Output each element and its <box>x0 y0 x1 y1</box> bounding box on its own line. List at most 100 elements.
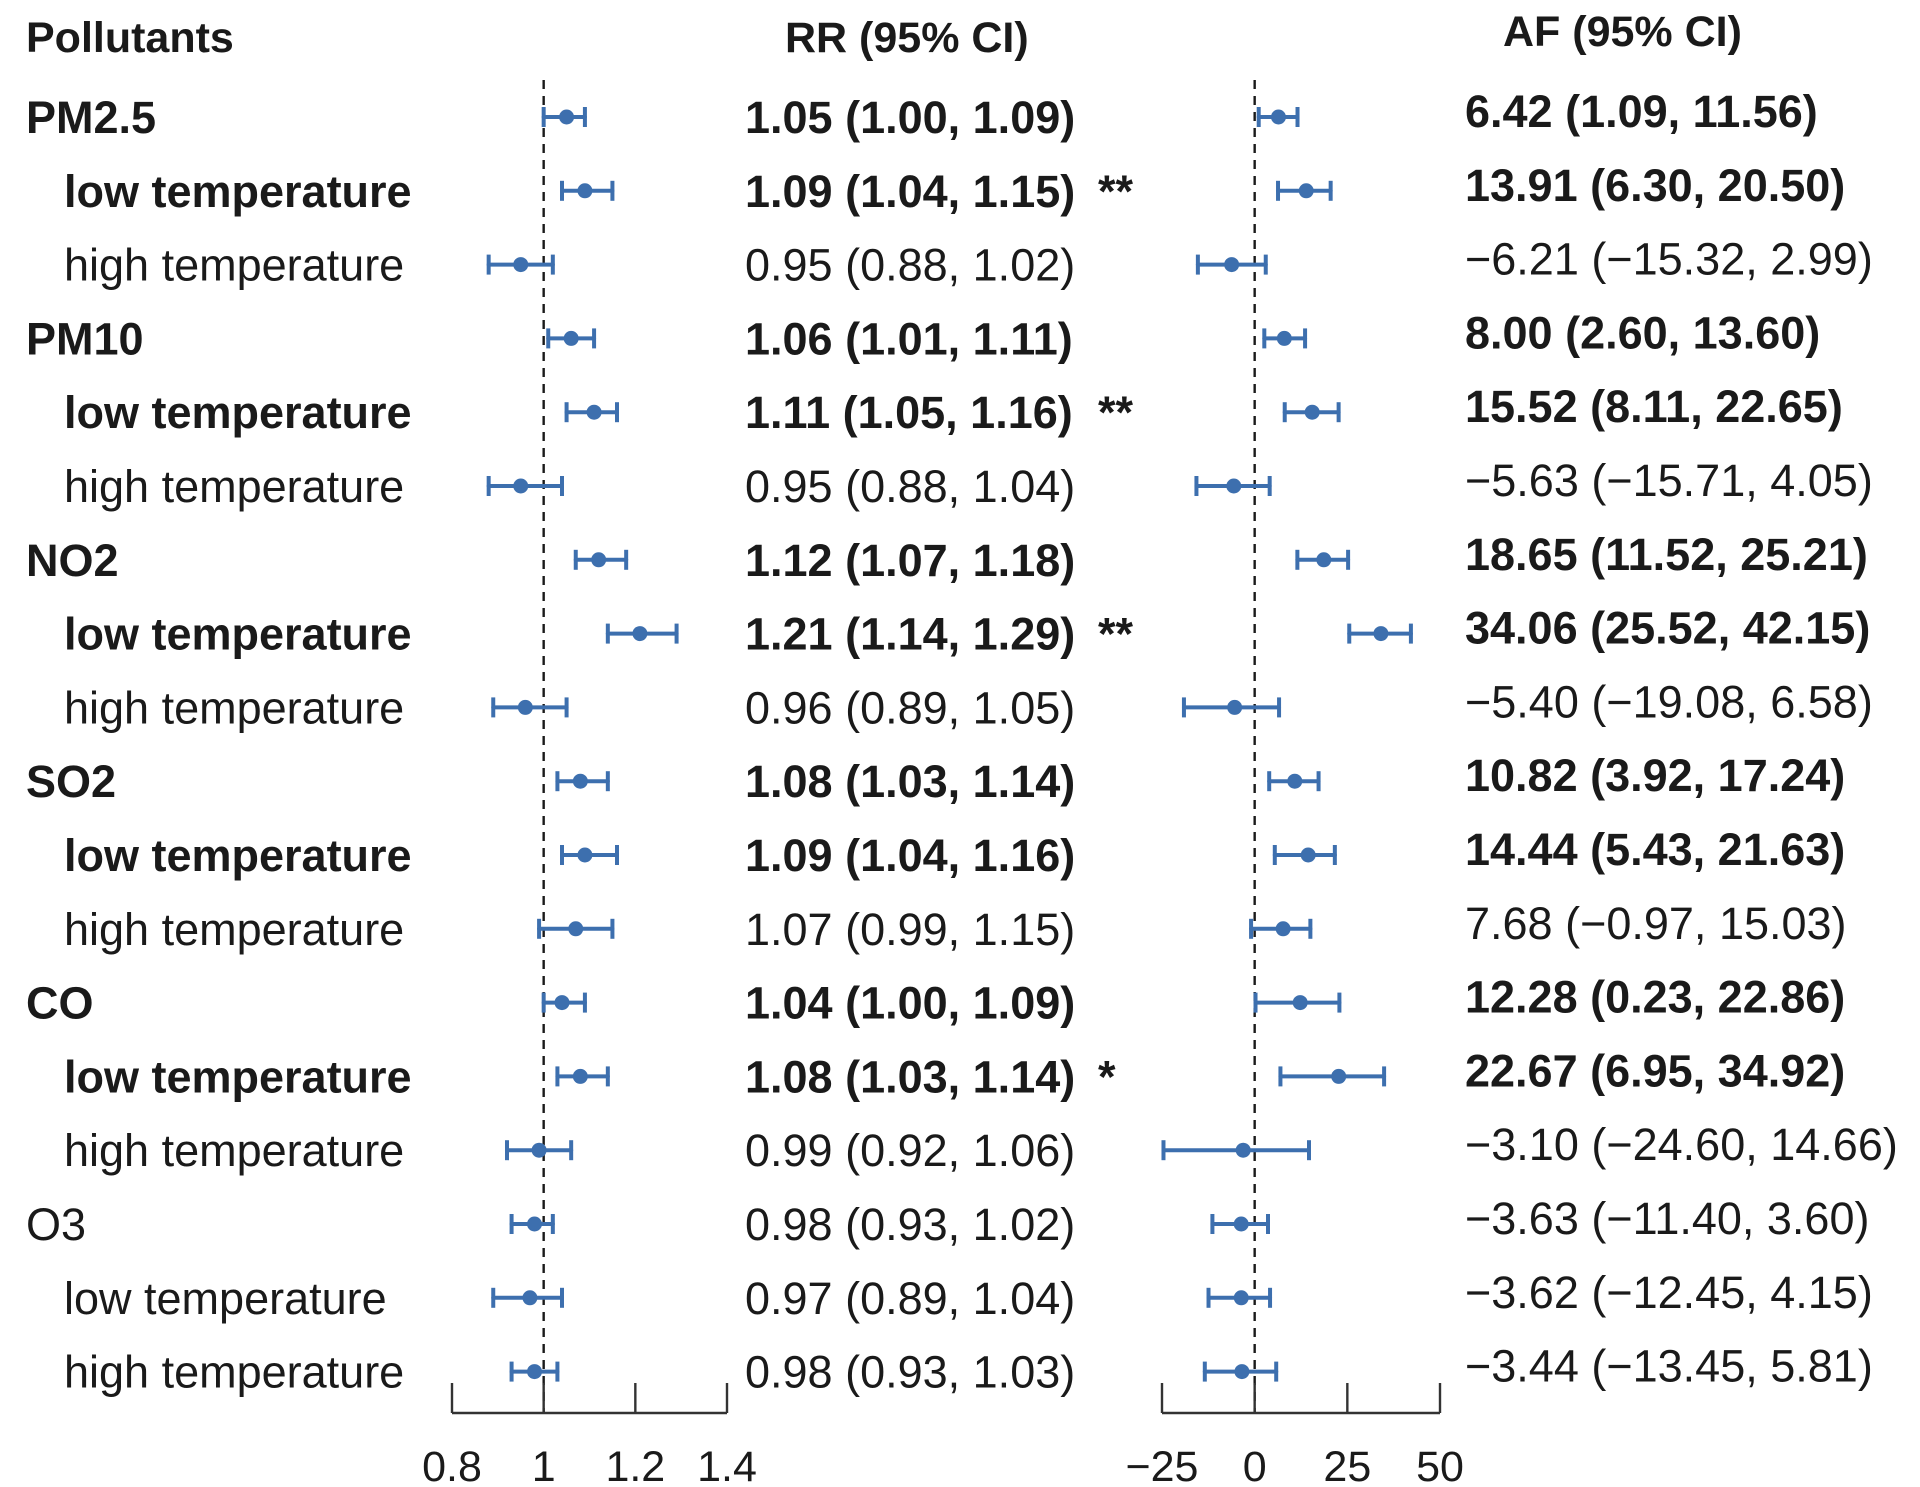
table-row: low temperature 1.09 (1.04, 1.15) ** 13.91 … <box>64 160 1845 217</box>
table-row: low temperature 1.11 (1.05, 1.16) ** 15.52 … <box>64 381 1843 438</box>
af-value: 6.42 (1.09, 11.56) <box>1465 86 1818 137</box>
rr-point <box>559 109 575 125</box>
pollutant-label: PM2.5 <box>26 92 156 143</box>
af-value: 8.00 (2.60, 13.60) <box>1465 307 1820 358</box>
rr-value: 1.04 (1.00, 1.09) <box>745 978 1075 1029</box>
subgroup-label: low temperature <box>64 387 412 438</box>
rr-value: 1.06 (1.01, 1.11) <box>745 313 1073 364</box>
subgroup-label: high temperature <box>64 1125 404 1176</box>
af-point <box>1224 257 1240 273</box>
rr-value: 1.21 (1.14, 1.29) <box>745 609 1075 660</box>
rr-value: 1.07 (0.99, 1.15) <box>745 904 1075 955</box>
rr-value: 1.05 (1.00, 1.09) <box>745 92 1075 143</box>
rr-point <box>517 699 533 715</box>
significance-marker: ** <box>1098 166 1134 217</box>
subgroup-label: low temperature <box>64 166 412 217</box>
af-point <box>1298 183 1314 199</box>
rr-point <box>572 1068 588 1084</box>
pollutant-label: NO2 <box>26 535 119 586</box>
rr-tick-label: 1.4 <box>697 1443 757 1487</box>
table-row: O3 0.98 (0.93, 1.02) −3.63 (−11.40, 3.60) <box>26 1193 1869 1250</box>
af-tick-label: 50 <box>1416 1443 1464 1487</box>
subgroup-label: high temperature <box>64 904 404 955</box>
af-value: 15.52 (8.11, 22.65) <box>1465 381 1843 432</box>
af-point <box>1270 109 1286 125</box>
rr-value: 0.98 (0.93, 1.02) <box>745 1199 1075 1250</box>
rr-point <box>591 552 607 568</box>
significance-marker: ** <box>1098 387 1134 438</box>
table-row: low temperature 1.21 (1.14, 1.29) ** 34.06 … <box>64 603 1870 660</box>
rr-point <box>586 404 602 420</box>
af-point <box>1227 699 1243 715</box>
subgroup-label: low temperature <box>64 609 412 660</box>
table-row: NO2 1.12 (1.07, 1.18) 18.65 (11.52, 25.21) <box>26 529 1868 586</box>
af-value: −3.62 (−12.45, 4.15) <box>1465 1267 1873 1318</box>
af-value: −3.44 (−13.45, 5.81) <box>1465 1341 1873 1392</box>
rr-tick-label: 1.2 <box>605 1443 665 1487</box>
af-tick-label: −25 <box>1126 1443 1199 1487</box>
rr-value: 1.09 (1.04, 1.15) <box>745 166 1075 217</box>
af-point <box>1287 773 1303 789</box>
af-point <box>1292 995 1308 1011</box>
subgroup-label: high temperature <box>64 461 404 512</box>
rr-value: 1.12 (1.07, 1.18) <box>745 535 1075 586</box>
af-value: 10.82 (3.92, 17.24) <box>1465 750 1845 801</box>
af-point <box>1226 478 1242 494</box>
subgroup-label: high temperature <box>64 1347 404 1398</box>
af-value: −6.21 (−15.32, 2.99) <box>1465 234 1873 285</box>
af-value: −5.63 (−15.71, 4.05) <box>1465 455 1873 506</box>
af-point <box>1234 1364 1250 1380</box>
table-row: high temperature 0.99 (0.92, 1.06) −3.10 (… <box>64 1119 1898 1176</box>
subgroup-label: high temperature <box>64 682 404 733</box>
rr-value: 1.08 (1.03, 1.14) <box>745 756 1075 807</box>
af-value: −5.40 (−19.08, 6.58) <box>1465 676 1873 727</box>
af-point <box>1316 552 1332 568</box>
rr-point <box>572 773 588 789</box>
header-rr: RR (95% CI) <box>785 14 1029 62</box>
table-row: low temperature 0.97 (0.89, 1.04) −3.62 (−… <box>64 1267 1873 1324</box>
rr-point <box>563 330 579 346</box>
af-point <box>1275 921 1291 937</box>
subgroup-label: high temperature <box>64 240 404 291</box>
rr-point <box>577 847 593 863</box>
af-value: 13.91 (6.30, 20.50) <box>1465 160 1845 211</box>
rr-value: 1.09 (1.04, 1.16) <box>745 830 1075 881</box>
pollutant-label: PM10 <box>26 313 144 364</box>
af-point <box>1373 626 1389 642</box>
rr-value: 0.96 (0.89, 1.05) <box>745 682 1075 733</box>
subgroup-label: low temperature <box>64 830 412 881</box>
af-point <box>1300 847 1316 863</box>
rr-value: 0.98 (0.93, 1.03) <box>745 1347 1075 1398</box>
af-value: 34.06 (25.52, 42.15) <box>1465 603 1870 654</box>
af-value: 7.68 (−0.97, 15.03) <box>1465 898 1847 949</box>
rr-value: 0.95 (0.88, 1.02) <box>745 240 1075 291</box>
rr-point <box>554 995 570 1011</box>
significance-marker: * <box>1098 1051 1116 1102</box>
af-axis: −25 0 25 50 <box>1126 1383 1464 1487</box>
af-point <box>1233 1290 1249 1306</box>
rr-point <box>568 921 584 937</box>
af-point <box>1276 330 1292 346</box>
rr-point <box>527 1216 542 1232</box>
rr-point <box>531 1142 547 1158</box>
af-value: 12.28 (0.23, 22.86) <box>1465 972 1845 1023</box>
rr-axis: 0.8 1 1.2 1.4 <box>422 1383 757 1487</box>
table-row: high temperature 1.07 (0.99, 1.15) 7.68 (−… <box>64 898 1847 955</box>
pollutant-label: CO <box>26 978 94 1029</box>
table-row: low temperature 1.09 (1.04, 1.16) 14.44 (5… <box>64 824 1845 881</box>
rr-value: 1.08 (1.03, 1.14) <box>745 1051 1075 1102</box>
rr-tick-label: 1 <box>532 1443 556 1487</box>
af-point <box>1331 1068 1347 1084</box>
rr-value: 1.11 (1.05, 1.16) <box>745 387 1073 438</box>
pollutant-label: O3 <box>26 1199 86 1250</box>
af-tick-label: 0 <box>1243 1443 1267 1487</box>
rr-point <box>513 257 529 273</box>
table-row: SO2 1.08 (1.03, 1.14) 10.82 (3.92, 17.24) <box>26 750 1845 807</box>
rr-point <box>632 626 648 642</box>
rr-tick-label: 0.8 <box>422 1443 482 1487</box>
af-value: 14.44 (5.43, 21.63) <box>1465 824 1845 875</box>
table-row: low temperature 1.08 (1.03, 1.14) * 22.67 (… <box>64 1045 1845 1102</box>
rr-value: 0.99 (0.92, 1.06) <box>745 1125 1075 1176</box>
af-point <box>1304 404 1320 420</box>
